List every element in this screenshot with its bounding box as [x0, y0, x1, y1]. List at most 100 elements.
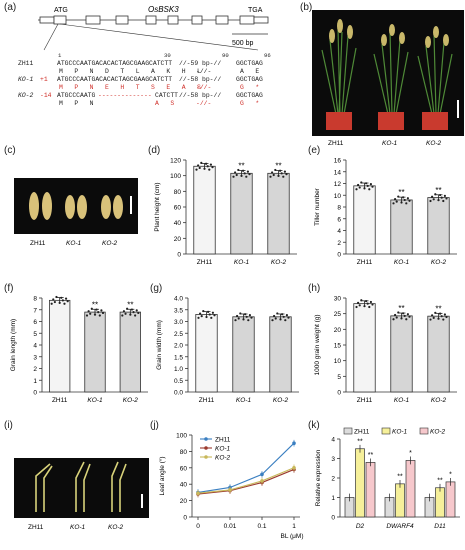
data-point — [431, 195, 434, 198]
data-point — [237, 317, 240, 320]
data-point — [392, 318, 395, 321]
data-point — [121, 314, 124, 317]
data-point — [273, 314, 276, 318]
data-point — [434, 311, 437, 314]
data-point — [432, 316, 435, 319]
y-tick-label: 0.5 — [174, 378, 183, 385]
data-point — [274, 168, 277, 172]
stop-codon-label: TGA — [248, 7, 263, 14]
data-point — [89, 312, 92, 315]
data-point — [97, 311, 100, 314]
y-tick-label: 100 — [170, 173, 181, 180]
data-point — [439, 312, 442, 315]
x-tick-label: KO-1 — [234, 259, 250, 266]
data-point — [130, 308, 134, 311]
y-tick-label: 120 — [170, 158, 181, 165]
data-point — [208, 168, 211, 171]
legend-marker — [204, 446, 208, 450]
significance-mark: ** — [127, 300, 133, 309]
aa-gap-ko2: -//- — [196, 100, 212, 107]
y-tick-label: 25 — [334, 311, 342, 318]
seq-deletion-ko2: -------------- — [98, 92, 152, 99]
data-point — [247, 319, 250, 322]
y-tick-label: 14 — [334, 169, 342, 176]
y-axis-label: Tiller number — [314, 187, 321, 226]
photo-i-label-zh11: ZH11 — [28, 524, 44, 531]
data-point — [200, 161, 203, 164]
panel-label-j: (j) — [150, 420, 159, 431]
y-tick-label: 3 — [331, 456, 335, 463]
legend-label: ZH11 — [354, 429, 370, 436]
y-tick-label: 4.0 — [174, 296, 183, 303]
significance-mark: ** — [398, 188, 404, 197]
data-point — [234, 171, 237, 174]
leaf-angle-line-chart: 0 20 40 60 80 100 0 0.01 0.1 1 Leaf angle (°) BL (μ… — [158, 433, 304, 541]
y-tick-label: 20 — [334, 327, 342, 334]
data-point — [279, 318, 282, 321]
y-tick-label: 0 — [33, 390, 37, 397]
data-point — [287, 316, 290, 319]
data-point — [52, 298, 55, 301]
x-tick-label: DWARF4 — [386, 523, 414, 530]
data-point — [357, 301, 360, 304]
data-point — [440, 315, 443, 318]
y-tick-label: 5 — [337, 374, 341, 381]
data-point — [211, 311, 214, 314]
data-point — [442, 199, 445, 203]
data-point — [284, 319, 287, 322]
data-point — [85, 314, 89, 317]
data-point — [209, 163, 212, 166]
data-point — [371, 303, 374, 306]
photo-i-labels: ZH11 KO-1 KO-2 — [28, 524, 124, 531]
significance-mark: ** — [437, 477, 443, 484]
data-point — [272, 173, 275, 177]
x-tick-label: KO-1 — [87, 397, 103, 404]
significance-mark: ** — [92, 300, 98, 309]
legend-swatch — [419, 427, 429, 435]
grain-width-chart: 0.0 0.5 1.0 1.5 2.0 2.5 3.0 3.5 4.0 Grain width (… — [156, 296, 299, 404]
data-point — [360, 299, 363, 302]
y-tick-label: 0.0 — [174, 390, 183, 397]
bar — [395, 483, 405, 518]
tiller-number-chart: 0 2 4 6 8 10 12 14 16 Tiller number ZH11 ** KO-1 ** KO… — [314, 158, 457, 266]
data-point — [90, 307, 93, 310]
bar — [230, 172, 253, 255]
x-tick-label: D2 — [356, 523, 365, 530]
seq-gap-ko2: //-58 bp-// — [179, 92, 222, 99]
x-tick-label: 0.1 — [257, 523, 266, 530]
x-tick-label: KO-2 — [273, 397, 289, 404]
aa-red-ko2: A S — [155, 100, 175, 107]
data-point — [53, 300, 56, 304]
y-tick-label: 8 — [33, 296, 37, 303]
bar — [390, 315, 413, 393]
y-tick-label: 3.5 — [174, 307, 183, 314]
y-tick-label: 100 — [176, 433, 187, 440]
y-tick-label: 40 — [180, 482, 188, 489]
bar — [355, 448, 365, 518]
y-axis-label: Plant height (cm) — [154, 182, 161, 231]
seq-ko1: ATGCCCAATGACACACTAGCGAAGCATCTT — [57, 76, 173, 83]
data-point — [197, 316, 200, 319]
y-tick-label: 2 — [331, 476, 335, 483]
data-point — [285, 314, 288, 317]
scale-bar-label: 500 bp — [232, 40, 254, 47]
data-point — [431, 314, 434, 317]
data-point — [402, 196, 405, 199]
data-point — [101, 311, 105, 315]
data-point — [358, 186, 361, 189]
x-tick-label: ZH11 — [199, 397, 215, 404]
data-point — [281, 313, 284, 316]
legend-label: ZH11 — [215, 437, 231, 444]
data-point — [271, 319, 274, 322]
significance-mark: ** — [357, 438, 363, 445]
x-tick-label: KO-1 — [236, 397, 252, 404]
data-point — [368, 305, 371, 309]
data-point — [405, 318, 408, 321]
seq-tail-ko2: GGCTGAG — [236, 92, 263, 99]
data-point — [408, 199, 411, 202]
data-point — [242, 169, 245, 172]
data-point — [357, 183, 360, 187]
bar — [195, 314, 218, 393]
legend-label: KO-2 — [215, 455, 231, 462]
data-point — [195, 168, 198, 171]
